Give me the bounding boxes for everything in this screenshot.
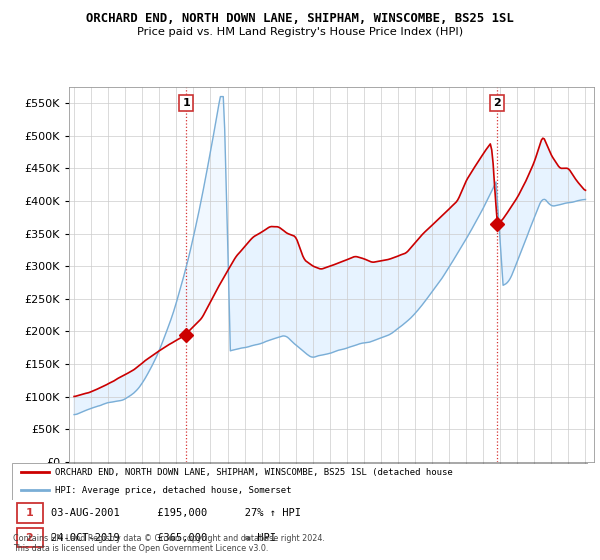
Text: 24-OCT-2019      £365,000      ≈ HPI: 24-OCT-2019 £365,000 ≈ HPI	[51, 533, 276, 543]
Text: 1: 1	[25, 508, 33, 518]
Text: 2: 2	[25, 533, 33, 543]
Text: 2: 2	[493, 98, 501, 108]
FancyBboxPatch shape	[12, 463, 588, 500]
Text: 1: 1	[182, 98, 190, 108]
Text: HPI: Average price, detached house, Somerset: HPI: Average price, detached house, Some…	[55, 486, 292, 495]
Text: ORCHARD END, NORTH DOWN LANE, SHIPHAM, WINSCOMBE, BS25 1SL: ORCHARD END, NORTH DOWN LANE, SHIPHAM, W…	[86, 12, 514, 25]
FancyBboxPatch shape	[17, 528, 43, 548]
Text: 03-AUG-2001      £195,000      27% ↑ HPI: 03-AUG-2001 £195,000 27% ↑ HPI	[51, 508, 301, 518]
Text: ORCHARD END, NORTH DOWN LANE, SHIPHAM, WINSCOMBE, BS25 1SL (detached house: ORCHARD END, NORTH DOWN LANE, SHIPHAM, W…	[55, 468, 453, 477]
FancyBboxPatch shape	[17, 503, 43, 523]
Text: Contains HM Land Registry data © Crown copyright and database right 2024.
This d: Contains HM Land Registry data © Crown c…	[13, 534, 325, 553]
Text: Price paid vs. HM Land Registry's House Price Index (HPI): Price paid vs. HM Land Registry's House …	[137, 27, 463, 37]
